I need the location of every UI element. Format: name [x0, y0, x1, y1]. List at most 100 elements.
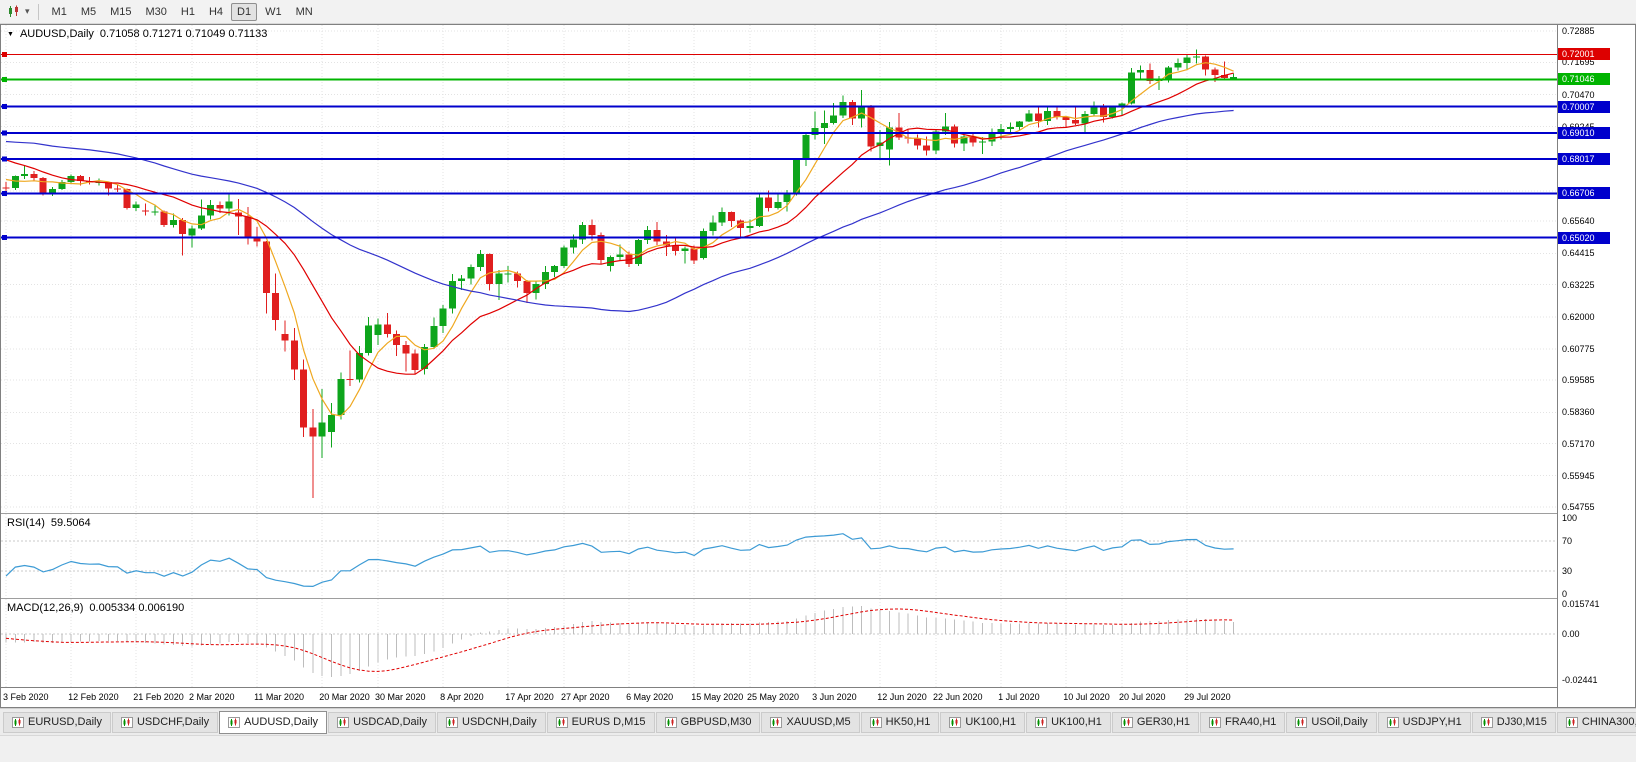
mini-chart-icon [446, 716, 459, 728]
date-label: 6 May 2020 [626, 692, 674, 702]
price-tick-label: 0.55945 [1562, 470, 1595, 481]
chart-tabs-bar: EURUSD,Daily USDCHF,Daily AUDUSD,Daily USDC… [0, 708, 1636, 735]
mini-chart-icon [770, 716, 783, 728]
price-tick-label: 0.72885 [1562, 26, 1595, 37]
date-label: 10 Jul 2020 [1063, 692, 1110, 702]
timeframe-toolbar: ▾ M1 M5 M15 M30 H1 H4 D1 W1 MN [0, 0, 1636, 24]
mini-chart-icon [664, 716, 677, 728]
rsi-indicator-label: RSI(14) [7, 517, 45, 529]
timeframe-button-h4[interactable]: H4 [208, 5, 224, 18]
date-label: 17 Apr 2020 [505, 692, 554, 702]
tab-xauusd-m5[interactable]: XAUUSD,M5 [761, 711, 860, 733]
mini-chart-icon [1480, 716, 1493, 728]
tab-label: XAUUSD,M5 [786, 716, 851, 728]
date-label: 27 Apr 2020 [561, 692, 610, 702]
date-label: 12 Feb 2020 [68, 692, 119, 702]
macd-indicator-label: MACD(12,26,9) [7, 602, 84, 614]
tab-fra40-h1[interactable]: FRA40,H1 [1200, 711, 1286, 733]
tab-china300-h4[interactable]: CHINA300,H4 [1556, 711, 1636, 733]
tab-eurusd-daily[interactable]: EURUSD,Daily [3, 711, 111, 733]
timeframe-button-mn[interactable]: MN [295, 5, 313, 18]
hline-price-label: 0.66706 [1558, 187, 1610, 200]
mini-chart-icon [1386, 716, 1399, 728]
main-chart-canvas[interactable] [1, 25, 1557, 513]
tab-audusd-daily[interactable]: AUDUSD,Daily [219, 710, 328, 734]
price-tick-label: 0.58360 [1562, 407, 1595, 418]
rsi-level-label: 0 [1562, 589, 1568, 599]
price-tick-label: 0.60775 [1562, 343, 1595, 354]
tab-usdcad-daily[interactable]: USDCAD,Daily [328, 711, 437, 733]
date-label: 8 Apr 2020 [440, 692, 484, 702]
timeframe-button-m5[interactable]: M5 [80, 5, 97, 18]
tab-label: FRA40,H1 [1225, 716, 1277, 728]
price-tick-label: 0.69245 [1562, 121, 1595, 133]
tab-label: DJ30,M15 [1496, 716, 1547, 728]
tab-usoil-daily[interactable]: USOil,Daily [1286, 711, 1377, 733]
timeframe-button-m1[interactable]: M1 [51, 5, 67, 18]
date-label: 22 Jun 2020 [933, 692, 983, 702]
date-label: 29 Jul 2020 [1184, 692, 1231, 702]
mini-chart-icon [869, 716, 882, 728]
tab-label: USDJPY,H1 [1402, 716, 1462, 728]
chart-plot-area: ▼ AUDUSD,Daily 0.71058 0.71271 0.71049 0… [1, 25, 1557, 707]
timeframe-button-d1[interactable]: D1 [231, 2, 258, 21]
tab-gbpusd-m30[interactable]: GBPUSD,M30 [655, 711, 761, 733]
rsi-indicator-value: 59.5064 [50, 517, 91, 529]
price-tick-label: 0.57170 [1562, 438, 1595, 449]
status-bar [0, 735, 1636, 762]
hline-price-label: 0.68017 [1558, 152, 1610, 165]
timeframe-button-h1[interactable]: H1 [180, 5, 195, 18]
mini-chart-icon [120, 716, 133, 728]
tab-dj30-m15[interactable]: DJ30,M15 [1471, 711, 1556, 733]
pane-separator[interactable] [1, 513, 1557, 514]
tab-label: USDCHF,Daily [136, 716, 210, 728]
tab-usdjpy-h1[interactable]: USDJPY,H1 [1377, 711, 1471, 733]
tab-hk50-h1[interactable]: HK50,H1 [860, 711, 940, 733]
tab-label: AUDUSD,Daily [244, 716, 319, 728]
macd-indicator-canvas[interactable] [1, 599, 1557, 687]
rsi-indicator-canvas[interactable] [1, 514, 1557, 598]
toolbar-separator [37, 3, 39, 20]
rsi-level-label: 30 [1562, 566, 1573, 577]
tab-uk100-h1[interactable]: UK100,H1 [940, 711, 1026, 733]
tab-label: GBPUSD,M30 [680, 716, 752, 728]
date-label: 15 May 2020 [691, 692, 744, 702]
timeframe-button-m15[interactable]: M15 [110, 5, 132, 18]
tab-eurus-d-m15[interactable]: EURUS D,M15 [546, 711, 655, 733]
tab-label: UK100,H1 [1051, 716, 1102, 728]
tab-ger30-h1[interactable]: GER30,H1 [1111, 711, 1200, 733]
candlestick-chart-icon[interactable] [4, 4, 23, 19]
chart-symbol-label: AUDUSD,Daily [19, 28, 94, 40]
price-tick-label: 0.64415 [1562, 248, 1595, 259]
tab-usdcnh-daily[interactable]: USDCNH,Daily [437, 711, 546, 733]
chart-title: ▼ AUDUSD,Daily 0.71058 0.71271 0.71049 0… [7, 28, 267, 40]
timeframe-button-w1[interactable]: W1 [265, 5, 282, 18]
price-tick-label: 0.65640 [1562, 216, 1595, 227]
price-tick-label: 0.59585 [1562, 375, 1595, 386]
time-axis[interactable]: 3 Feb 2020 12 Feb 2020 21 Feb 2020 2 Mar 20… [1, 687, 1557, 707]
price-axis[interactable]: 0.728850.716950.704700.692450.680200.667… [1557, 25, 1635, 707]
hline-price-label: 0.70007 [1558, 100, 1610, 113]
mini-chart-icon [228, 716, 241, 728]
timeframe-button-m30[interactable]: M30 [145, 5, 167, 18]
tab-label: UK100,H1 [965, 716, 1017, 728]
mini-chart-icon [1035, 716, 1048, 728]
date-label: 30 Mar 2020 [375, 692, 426, 702]
price-tick-label: 0.54755 [1562, 501, 1595, 512]
mini-chart-icon [12, 716, 24, 728]
tab-usdchf-daily[interactable]: USDCHF,Daily [111, 711, 219, 733]
date-label: 20 Mar 2020 [319, 692, 370, 702]
date-label: 25 May 2020 [747, 692, 800, 702]
date-label: 21 Feb 2020 [133, 692, 184, 702]
chart-window: ▼ AUDUSD,Daily 0.71058 0.71271 0.71049 0… [0, 24, 1636, 708]
symbol-dropdown-icon[interactable]: ▼ [7, 30, 14, 38]
tab-label: CHINA300,H4 [1581, 716, 1636, 728]
tab-uk100-h1[interactable]: UK100,H1 [1026, 711, 1111, 733]
tab-label: USDCNH,Daily [462, 716, 537, 728]
tab-label: HK50,H1 [885, 716, 931, 728]
chevron-down-icon[interactable]: ▾ [25, 6, 30, 16]
pane-separator[interactable] [1, 598, 1557, 599]
tab-label: USOil,Daily [1311, 716, 1368, 728]
tab-label: USDCAD,Daily [353, 716, 428, 728]
